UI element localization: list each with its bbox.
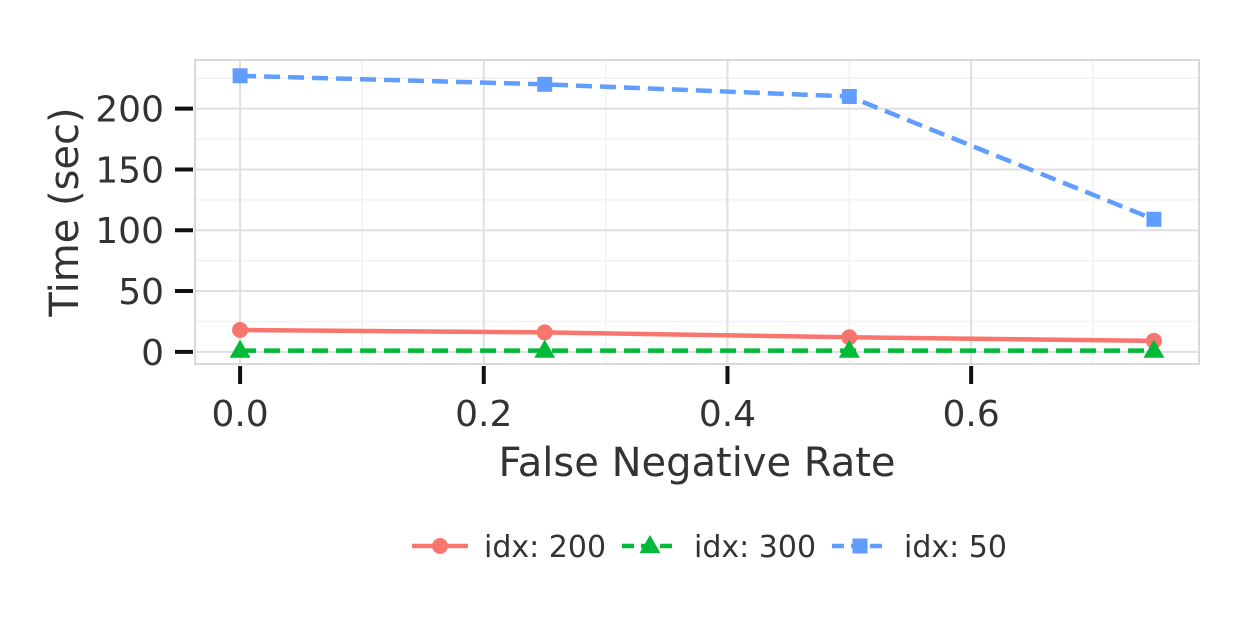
y-tick-label: 50 bbox=[118, 272, 164, 313]
series-line bbox=[240, 73, 1155, 222]
axes: 0.0 0.2 0.4 0.6 0 50 100 150 200 bbox=[95, 90, 1000, 435]
data-point bbox=[838, 339, 860, 358]
plot-panel-border bbox=[194, 59, 1200, 365]
data-point bbox=[841, 88, 857, 104]
data-point bbox=[229, 339, 251, 358]
y-tick-label: 0 bbox=[141, 333, 164, 374]
y-tick-label: 150 bbox=[95, 150, 164, 191]
legend-key-marker bbox=[852, 538, 868, 554]
legend-label: idx: 50 bbox=[904, 530, 1007, 565]
series-group bbox=[232, 68, 1162, 227]
legend-label: idx: 200 bbox=[484, 530, 606, 565]
y-axis-title: Time (sec) bbox=[42, 107, 88, 317]
data-point bbox=[1143, 339, 1165, 358]
series-group bbox=[229, 339, 1165, 358]
legend-key-marker bbox=[432, 538, 448, 554]
x-tick-label: 0.2 bbox=[455, 394, 512, 435]
data-point bbox=[841, 329, 858, 346]
series bbox=[229, 68, 1165, 358]
data-point bbox=[232, 68, 248, 84]
legend-item: idx: 200 bbox=[412, 530, 606, 565]
legend-label: idx: 300 bbox=[694, 530, 816, 565]
y-tick-label: 100 bbox=[95, 211, 164, 252]
data-point bbox=[537, 76, 553, 92]
legend-key-marker bbox=[639, 535, 661, 554]
data-point bbox=[1146, 211, 1162, 227]
data-point bbox=[534, 339, 556, 358]
x-tick-label: 0.4 bbox=[699, 394, 756, 435]
legend-item: idx: 50 bbox=[832, 530, 1007, 565]
data-point bbox=[232, 321, 249, 338]
x-tick-label: 0.0 bbox=[211, 394, 268, 435]
x-axis-title: False Negative Rate bbox=[498, 440, 895, 486]
grid bbox=[195, 60, 1199, 364]
data-point bbox=[536, 324, 553, 341]
legend: idx: 200 idx: 300 idx: 50 bbox=[412, 530, 1007, 565]
x-tick-label: 0.6 bbox=[943, 394, 1000, 435]
legend-item: idx: 300 bbox=[622, 530, 816, 565]
series-line bbox=[240, 327, 1154, 344]
y-tick-label: 200 bbox=[95, 90, 164, 131]
plot-background bbox=[195, 60, 1199, 364]
